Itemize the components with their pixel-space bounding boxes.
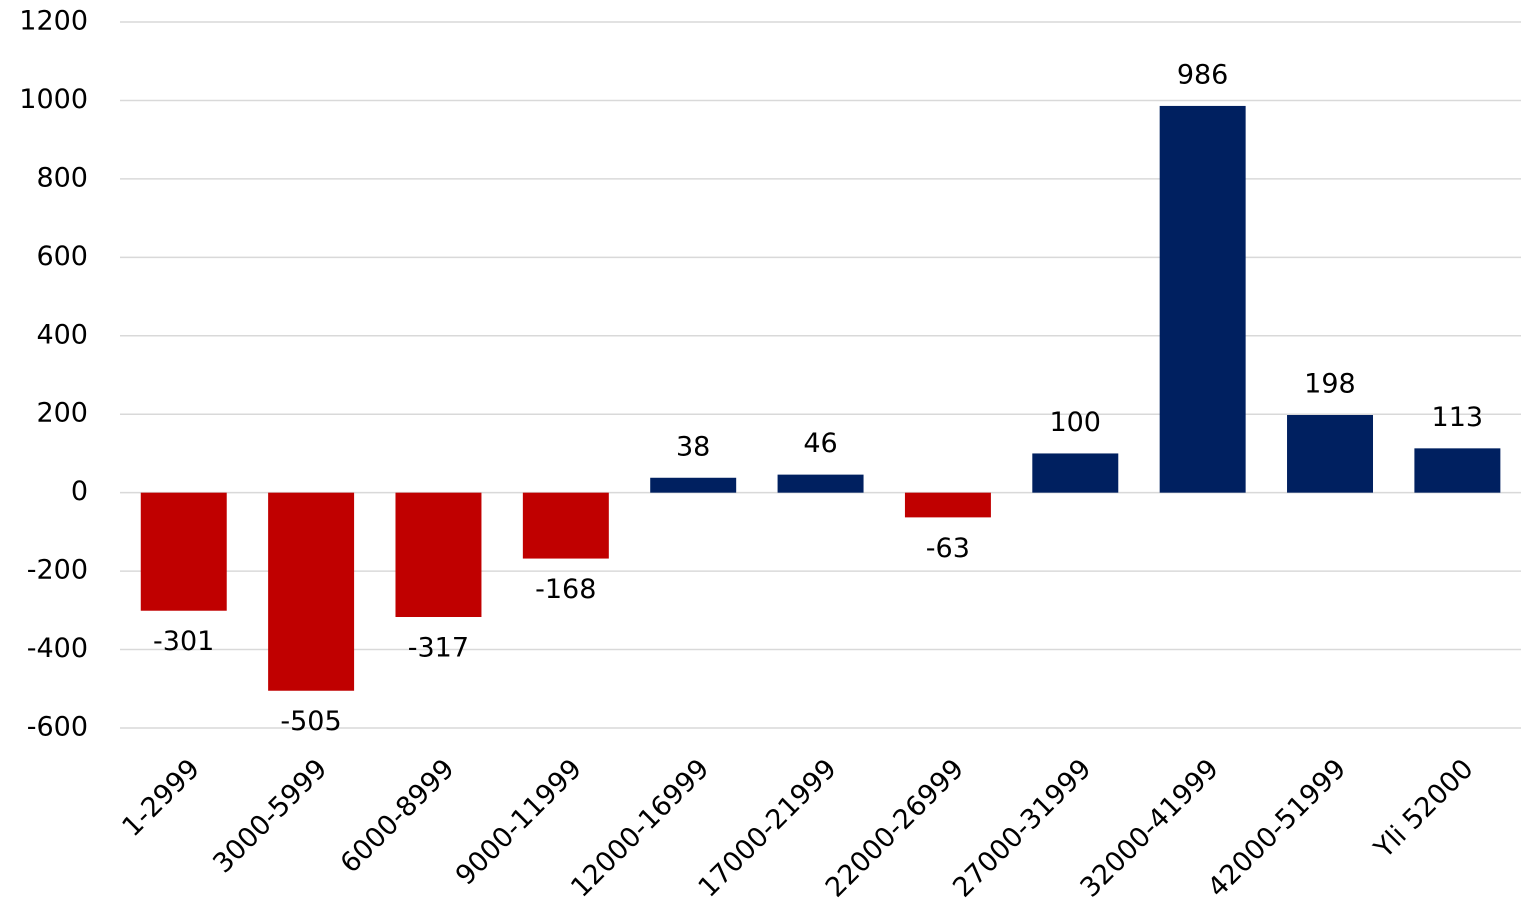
x-tick-label: 1-2999	[116, 753, 206, 843]
bar	[1287, 415, 1374, 493]
bar	[777, 474, 864, 493]
data-label: -505	[280, 706, 341, 737]
data-label: 100	[1049, 407, 1101, 438]
data-label: 986	[1177, 59, 1229, 90]
y-tick-label: 600	[36, 241, 88, 272]
y-tick-label: 800	[36, 162, 88, 193]
y-tick-label: 0	[71, 476, 88, 507]
y-tick-label: 400	[36, 319, 88, 350]
x-tick-label: 9000-11999	[450, 753, 588, 891]
x-tick-label: 6000-8999	[335, 753, 461, 879]
data-label: 113	[1432, 402, 1484, 433]
data-label: -317	[408, 633, 469, 664]
y-tick-label: 200	[36, 398, 88, 429]
y-tick-label: 1200	[19, 6, 88, 37]
y-tick-label: -600	[27, 712, 88, 743]
bar	[1414, 448, 1501, 493]
data-label: -301	[153, 626, 214, 657]
y-tick-label: 1000	[19, 84, 88, 115]
data-label: 38	[676, 431, 710, 462]
bar	[650, 477, 737, 493]
bar	[1159, 105, 1246, 493]
bar	[522, 492, 609, 559]
y-tick-label: -200	[27, 555, 88, 586]
x-tick-label: 42000-51999	[1202, 753, 1352, 903]
bar	[140, 492, 227, 611]
data-label: -63	[926, 533, 970, 564]
data-label: 46	[803, 428, 837, 459]
bar	[395, 492, 482, 618]
bar	[1032, 453, 1119, 493]
x-tick-label: Yli 52000	[1368, 753, 1480, 865]
data-label: 198	[1304, 369, 1356, 400]
x-tick-label: 3000-5999	[207, 753, 333, 879]
data-label: -168	[535, 574, 596, 605]
y-tick-label: -400	[27, 633, 88, 664]
bar	[268, 492, 355, 691]
bar	[904, 492, 991, 518]
